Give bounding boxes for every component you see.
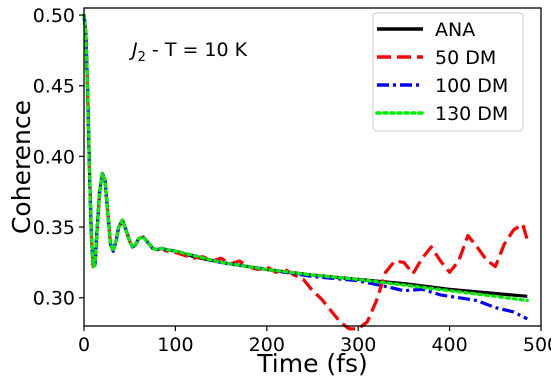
x-tick-label: 500 [523,334,551,356]
annotation-symbol: J [128,39,138,61]
x-tick-label: 300 [340,334,376,356]
chart-annotation: J2 - T = 10 K [128,39,248,65]
y-axis-label: Coherence [7,100,36,234]
y-tick-label: 0.30 [33,288,75,310]
y-tick-label: 0.45 [33,76,75,98]
y-tick-label: 0.40 [33,146,75,168]
x-tick-label: 0 [78,334,90,356]
y-tick-label: 0.50 [33,5,75,27]
legend-box [372,12,524,132]
x-tick-label: 200 [249,334,285,356]
legend-label: ANA [435,19,475,41]
legend-label: 130 DM [435,103,508,125]
annotation-text: - T = 10 K [146,39,248,61]
x-tick-label: 100 [157,334,193,356]
legend: ANA 50 DM 100 DM 130 DM [372,12,524,132]
x-tick-label: 400 [431,334,467,356]
y-axis-ticks: 0.30 0.35 0.40 0.45 0.50 [33,5,84,310]
plot-frame [83,7,542,327]
legend-label: 100 DM [435,75,508,97]
legend-label: 50 DM [435,47,496,69]
x-axis-ticks: 0 100 200 300 400 500 [78,326,551,356]
annotation-subscript: 2 [138,50,146,65]
plot-lines [82,13,529,331]
series-line-130-dm [82,13,529,303]
x-axis-label: Time (fs) [256,349,367,378]
y-tick-label: 0.35 [33,217,75,239]
